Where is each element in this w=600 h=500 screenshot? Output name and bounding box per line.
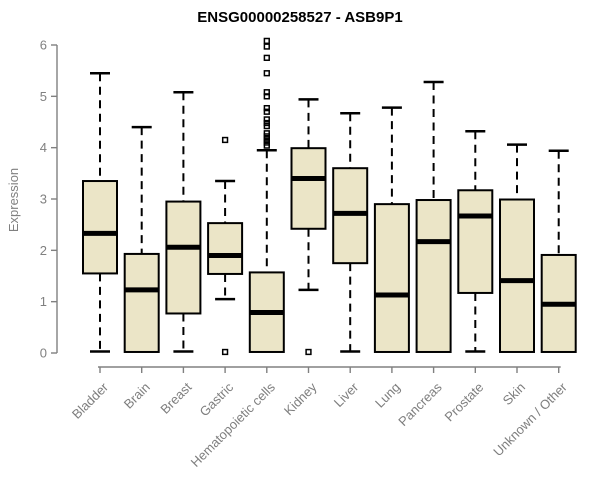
x-category-label: Skin — [500, 380, 528, 408]
box-kidney — [290, 98, 327, 356]
box-rect — [165, 200, 202, 315]
box-rect — [123, 252, 160, 353]
x-category-label: Brain — [121, 380, 153, 412]
box-prostate — [457, 129, 494, 353]
box-rect — [415, 199, 452, 353]
y-tick-label: 5 — [40, 89, 47, 104]
outlier-point — [263, 54, 270, 61]
x-category-label: Breast — [157, 379, 194, 416]
x-category-label: Kidney — [281, 379, 320, 418]
outlier-point — [263, 108, 270, 115]
box-series — [82, 37, 577, 356]
outlier-point — [263, 142, 270, 149]
box-brain — [123, 125, 160, 353]
box-skin — [499, 143, 535, 353]
y-tick-label: 4 — [40, 140, 47, 155]
outlier-point — [221, 348, 229, 356]
box-gastric — [207, 136, 244, 356]
box-rect — [373, 203, 410, 353]
y-axis-label: Expression — [6, 168, 21, 232]
box-rect — [82, 180, 118, 275]
x-category-label: Pancreas — [395, 379, 445, 429]
outlier-point — [263, 37, 270, 45]
y-tick-label: 6 — [40, 38, 47, 53]
outlier-point — [263, 122, 270, 130]
box-pancreas — [415, 80, 452, 353]
box-rect — [499, 198, 535, 353]
box-bladder — [82, 71, 118, 353]
outlier-point — [221, 136, 229, 144]
box-breast — [165, 90, 202, 353]
x-category-label: Lung — [372, 380, 403, 411]
y-tick-label: 1 — [40, 294, 47, 309]
box-rect — [207, 222, 244, 275]
outlier-point — [305, 348, 312, 356]
outlier-point — [263, 116, 270, 123]
box-unknown-other — [540, 149, 577, 353]
box-rect — [290, 147, 327, 230]
chart-title: ENSG00000258527 - ASB9P1 — [197, 9, 402, 26]
x-category-label: Bladder — [69, 379, 112, 422]
box-liver — [332, 112, 369, 353]
y-tick-label: 3 — [40, 192, 47, 207]
outlier-point — [263, 43, 270, 50]
box-lung — [373, 106, 410, 353]
box-hematopoietic-cells — [248, 37, 285, 353]
outlier-point — [263, 104, 270, 112]
y-tick-label: 0 — [40, 346, 47, 361]
x-category-label: Gastric — [197, 379, 237, 419]
box-rect — [457, 189, 494, 294]
x-category-label: Unknown / Other — [490, 379, 570, 459]
outlier-point — [263, 70, 270, 77]
y-axis: 0 1 2 3 4 5 6 — [40, 38, 58, 361]
x-category-label: Prostate — [442, 380, 487, 425]
outlier-point — [263, 93, 270, 100]
x-category-label: Liver — [331, 379, 362, 410]
y-tick-label: 2 — [40, 243, 47, 258]
